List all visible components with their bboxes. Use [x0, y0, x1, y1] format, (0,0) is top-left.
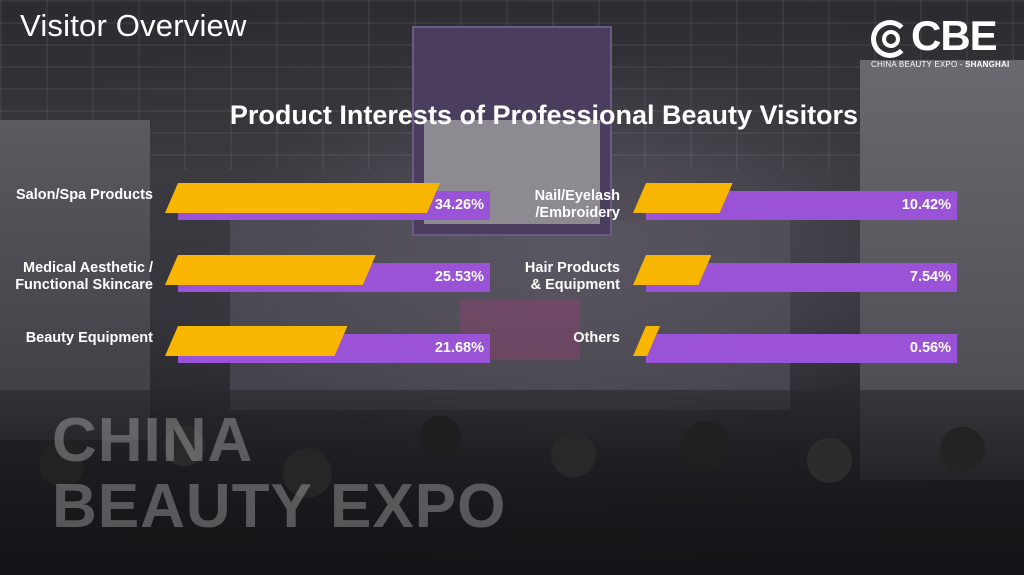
hall-background	[230, 220, 790, 410]
bar-5-category-label: Hair Products & Equipment	[400, 260, 620, 294]
cbe-logo: CBE CHINA BEAUTY EXPO - SHANGHAI	[871, 12, 1010, 70]
bar-5-category-label-line: & Equipment	[530, 277, 620, 293]
watermark-line-1: CHINA	[52, 406, 254, 475]
bar-2-category-label-line: Medical Aesthetic /	[22, 260, 153, 276]
chart-title: Product Interests of Professional Beauty…	[229, 100, 859, 130]
bar-2-value-label: 25.53%	[434, 269, 484, 285]
bar-1-value-fill	[165, 183, 440, 213]
bar-3-category-label-line: Beauty Equipment	[25, 330, 153, 346]
bar-3-value-fill	[165, 326, 348, 356]
watermark: CHINA BEAUTY EXPO	[52, 408, 506, 540]
bar-4-value-fill	[633, 183, 733, 213]
bar-3-value-label: 21.68%	[434, 340, 484, 356]
logo-subtitle: CHINA BEAUTY EXPO - SHANGHAI	[871, 60, 1010, 69]
bar-1-category-label-line: Salon/Spa Products	[16, 187, 153, 203]
bar-4-category-label-line: Nail/Eyelash	[534, 188, 620, 204]
bar-2-category-label-line: Functional Skincare	[15, 277, 153, 293]
bar-1-category-label: Salon/Spa Products	[0, 187, 153, 204]
bar-6-category-label-line: Others	[573, 330, 620, 346]
watermark-line-2: BEAUTY EXPO	[52, 472, 507, 541]
bar-1-value-label: 34.26%	[434, 197, 484, 213]
bar-4-category-label: Nail/Eyelash/Embroidery	[400, 188, 620, 222]
bar-6-track	[646, 334, 957, 363]
bar-5-category-label-line: Hair Products	[524, 260, 620, 276]
bar-5-value-fill	[633, 255, 712, 285]
bar-2-category-label: Medical Aesthetic / Functional Skincare	[0, 260, 153, 294]
bar-5-value-label: 7.54%	[909, 269, 951, 285]
bar-6-category-label: Others	[400, 330, 620, 347]
bar-6-value-label: 0.56%	[909, 340, 951, 356]
logo-mark-icon	[871, 20, 909, 58]
bar-4-value-label: 10.42%	[901, 197, 951, 213]
bar-3-category-label: Beauty Equipment	[0, 330, 153, 347]
logo-mark-inner-icon	[882, 30, 900, 48]
page-title: Visitor Overview	[20, 8, 247, 43]
logo-wordmark: CBE	[911, 12, 998, 59]
bar-2-value-fill	[165, 255, 376, 285]
bar-4-category-label-line: /Embroidery	[535, 205, 620, 221]
